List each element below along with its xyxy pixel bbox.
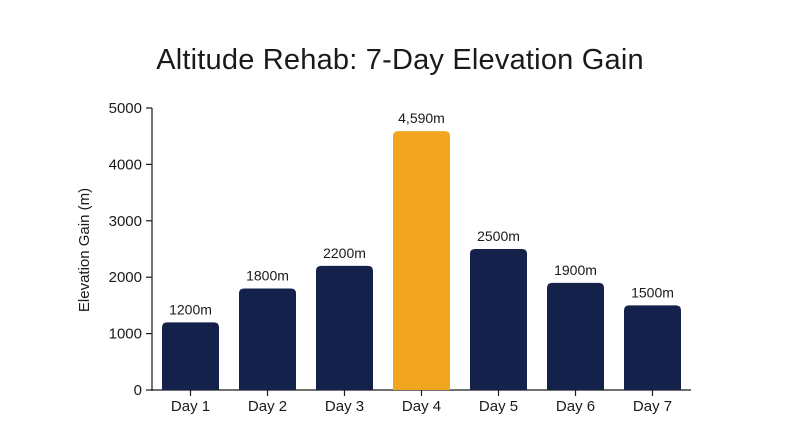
- x-tick-label: Day 1: [171, 398, 210, 415]
- x-axis: Day 1 Day 2 Day 3 Day 4 Day 5 Day 6 Day 7: [152, 389, 691, 415]
- x-tick-label: Day 2: [248, 398, 287, 415]
- bar: [162, 322, 219, 390]
- bar: [470, 249, 527, 390]
- bar: [547, 282, 604, 390]
- bar: [624, 305, 681, 390]
- y-tick-label: 5000: [109, 100, 142, 117]
- data-label: 1900m: [554, 262, 597, 278]
- data-label: 1500m: [631, 284, 674, 300]
- bar-labels: 1200m 1800m 2200m 4,590m 2500m 1900m 1500m: [169, 110, 674, 317]
- chart-title: Altitude Rehab: 7-Day Elevation Gain: [156, 44, 644, 76]
- y-axis: 0 1000 2000 3000 4000 5000: [109, 100, 153, 399]
- y-tick-label: 0: [134, 382, 142, 399]
- data-label: 4,590m: [398, 110, 445, 126]
- data-label: 2200m: [323, 245, 366, 261]
- x-tick-label: Day 3: [325, 398, 364, 415]
- y-tick-label: 4000: [109, 156, 142, 173]
- x-tick-label: Day 5: [479, 398, 518, 415]
- x-tick-label: Day 7: [633, 398, 672, 415]
- bar: [316, 265, 373, 390]
- data-label: 2500m: [477, 228, 520, 244]
- bar: [239, 288, 296, 390]
- y-axis-title: Elevation Gain (m): [76, 188, 93, 312]
- bar: [393, 131, 450, 390]
- y-tick-label: 2000: [109, 269, 142, 286]
- data-label: 1800m: [246, 267, 289, 283]
- y-tick-label: 3000: [109, 213, 142, 230]
- x-tick-label: Day 6: [556, 398, 595, 415]
- bars: [162, 131, 681, 390]
- y-tick-label: 1000: [109, 326, 142, 343]
- data-label: 1200m: [169, 301, 212, 317]
- x-tick-label: Day 4: [402, 398, 441, 415]
